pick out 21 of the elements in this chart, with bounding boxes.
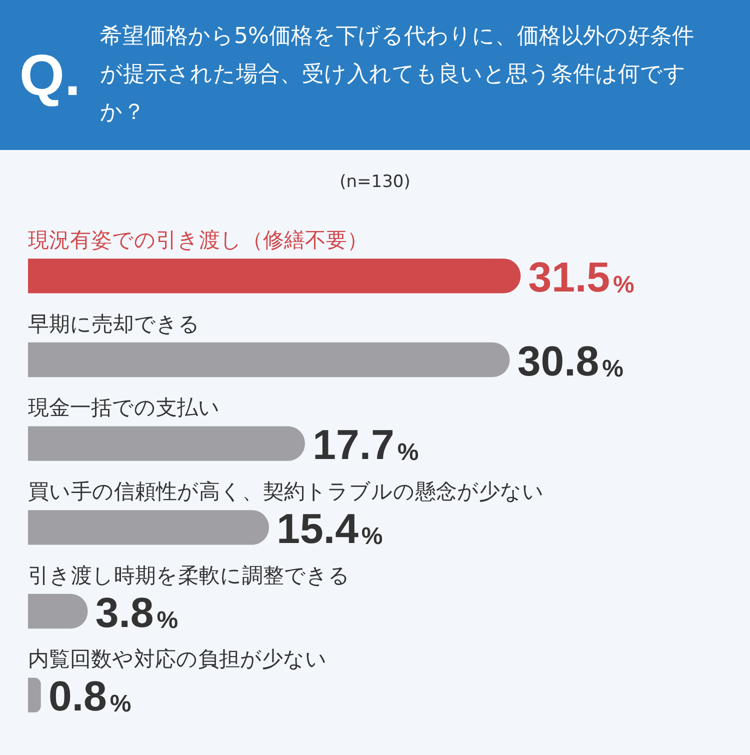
y-tick-label: 早期に売却できる [28,312,200,336]
bar [28,594,88,629]
bar [28,426,305,461]
y-tick-label: 現況有姿での引き渡し（修繕不要） [28,228,368,252]
chart-title: 希望価格から5%価格を下げる代わりに、価格以外の好条件が提示された場合、受け入れても良いと思う条件は何ですか？ [100,23,695,127]
data-label: 31.5% [528,253,634,300]
data-label: 3.8% [95,588,178,636]
data-label: 17.7% [312,421,419,468]
bar [28,342,510,378]
bar [28,258,521,294]
bar [28,510,270,545]
y-tick-label: 内覧回数や対応の負担が少ない [28,647,327,672]
bar [28,678,41,712]
y-tick-label: 引き渡し時期を柔軟に調整できる [28,563,350,588]
chart-subtitle: (n=130) [338,172,412,192]
data-label: 30.8% [517,337,624,384]
y-tick-label: 現金一括での支払い [28,396,220,420]
y-tick-label: 買い手の信頼性が高く、契約トラブルの懸念が少ない [28,479,544,504]
text: Q. [18,42,82,108]
data-label: 0.8% [48,672,132,720]
data-label: 15.4% [276,504,383,552]
